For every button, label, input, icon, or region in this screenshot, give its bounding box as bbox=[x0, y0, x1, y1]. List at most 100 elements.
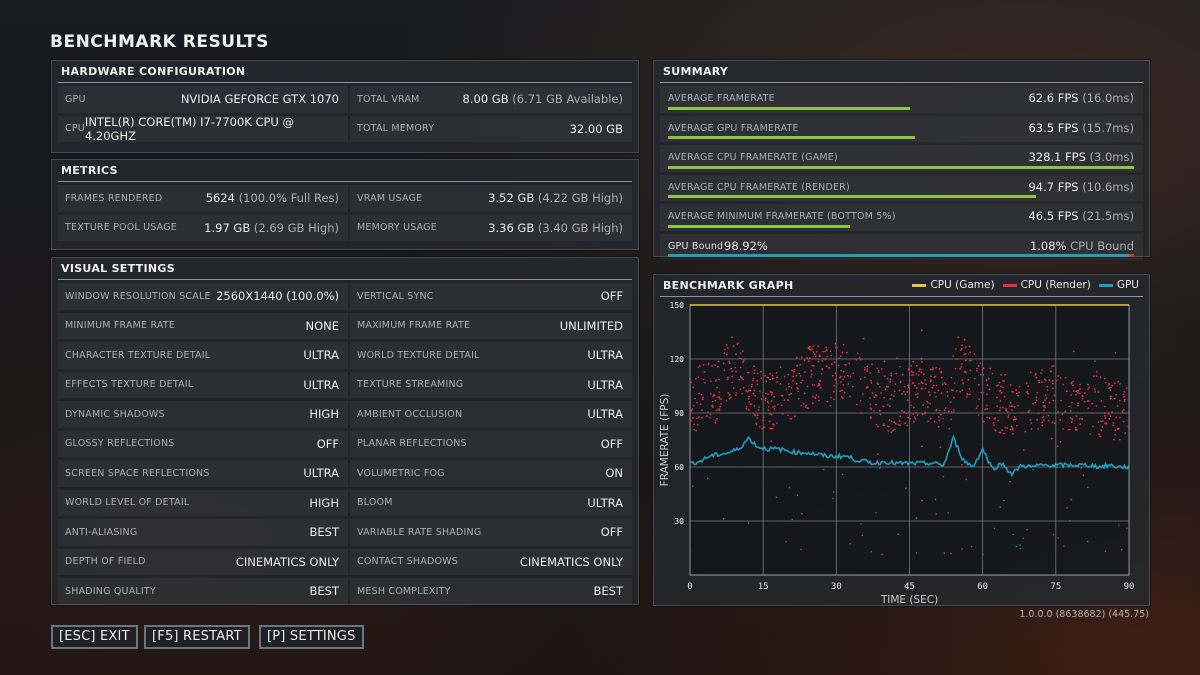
cpu-render-point bbox=[843, 375, 846, 378]
setting-value: BEST bbox=[309, 584, 339, 599]
cpu-render-point bbox=[1038, 379, 1040, 382]
cpu-render-point bbox=[752, 379, 754, 382]
cpu-render-point bbox=[714, 399, 717, 402]
cpu-render-point bbox=[1040, 372, 1042, 375]
cpu-render-point bbox=[835, 347, 838, 349]
cpu-render-point bbox=[1049, 370, 1052, 373]
cpu-render-point bbox=[1127, 425, 1130, 428]
total-vram-available: (6.71 GB Available) bbox=[512, 92, 623, 107]
cpu-render-point bbox=[870, 379, 872, 382]
cpu-render-point bbox=[927, 391, 930, 394]
setting-cell: BLOOM ULTRA bbox=[350, 489, 632, 516]
cpu-render-point bbox=[1123, 390, 1125, 393]
cpu-render-point bbox=[931, 386, 934, 389]
y-tick-label: 90 bbox=[674, 409, 684, 418]
setting-cell: VERTICAL SYNC OFF bbox=[350, 283, 632, 310]
metrics-row: TEXTURE POOL USAGE 1.97 GB (2.69 GB High)… bbox=[58, 214, 632, 241]
gpu-point bbox=[1032, 468, 1034, 471]
gpu-point bbox=[691, 485, 694, 487]
cpu-render-point bbox=[805, 406, 807, 408]
summary-value: 328.1 FPS bbox=[1028, 150, 1086, 164]
cpu-render-point bbox=[996, 405, 999, 407]
cpu-render-point bbox=[993, 424, 995, 427]
cpu-render-point bbox=[842, 343, 845, 346]
cpu-render-point bbox=[975, 407, 978, 410]
cpu-render-point bbox=[820, 386, 822, 389]
y-tick-label: 30 bbox=[674, 517, 684, 526]
cpu-render-point bbox=[1067, 428, 1070, 431]
cpu-render-point bbox=[855, 358, 858, 361]
cpu-render-point bbox=[1116, 405, 1119, 407]
cpu-render-point bbox=[1006, 427, 1008, 429]
gpu-point bbox=[915, 552, 918, 554]
cpu-render-point bbox=[751, 383, 753, 386]
cpu-render-point bbox=[1053, 422, 1056, 425]
cpu-render-point bbox=[767, 393, 769, 395]
gpu-point bbox=[982, 553, 984, 556]
cpu-render-point bbox=[1113, 438, 1115, 441]
cpu-render-point bbox=[905, 412, 908, 414]
gpu-point bbox=[775, 496, 778, 498]
settings-button[interactable]: [P] SETTINGS bbox=[259, 625, 364, 649]
cpu-render-point bbox=[696, 423, 699, 426]
cpu-render-point bbox=[1035, 376, 1038, 379]
gpu-point bbox=[1118, 524, 1120, 526]
cpu-render-point bbox=[1012, 433, 1014, 435]
cpu-render-point bbox=[753, 369, 756, 372]
cpu-render-point bbox=[1041, 369, 1043, 372]
cpu-render-point bbox=[880, 368, 883, 370]
cpu-render-point bbox=[968, 393, 971, 396]
cpu-render-point bbox=[1016, 424, 1018, 427]
cpu-render-point bbox=[1042, 415, 1045, 418]
cpu-render-point bbox=[988, 388, 991, 391]
cpu-render-point bbox=[835, 382, 838, 385]
setting-value: CINEMATICS ONLY bbox=[235, 554, 339, 569]
cpu-render-point bbox=[726, 378, 729, 381]
cpu-render-point bbox=[856, 403, 858, 406]
cpu-render-point bbox=[813, 353, 816, 356]
gpu-point bbox=[788, 486, 791, 489]
cpu-render-point bbox=[849, 375, 852, 378]
cpu-render-point bbox=[742, 378, 744, 381]
setting-label: VOLUMETRIC FOG bbox=[357, 467, 445, 479]
cpu-render-point bbox=[821, 368, 824, 371]
setting-value: ULTRA bbox=[587, 348, 623, 363]
cpu-render-point bbox=[1099, 376, 1102, 379]
cpu-render-point bbox=[1002, 386, 1004, 389]
cpu-render-point bbox=[924, 412, 926, 415]
cpu-render-point bbox=[963, 338, 966, 341]
setting-cell: PLANAR REFLECTIONS OFF bbox=[350, 430, 632, 457]
exit-button[interactable]: [ESC] EXIT bbox=[51, 625, 138, 649]
cpu-render-point bbox=[1061, 413, 1064, 416]
cpu-render-point bbox=[934, 391, 936, 394]
cpu-render-point bbox=[913, 384, 916, 387]
cpu-render-point bbox=[723, 352, 726, 355]
cpu-render-point bbox=[724, 348, 726, 351]
cpu-render-point bbox=[752, 377, 755, 380]
cpu-render-point bbox=[915, 393, 917, 396]
cpu-render-point bbox=[1070, 382, 1073, 385]
setting-label: ANTI-ALIASING bbox=[65, 526, 138, 538]
setting-value: ULTRA bbox=[587, 407, 623, 422]
cpu-render-point bbox=[903, 390, 905, 393]
cpu-render-point bbox=[986, 384, 989, 386]
cpu-render-point bbox=[1051, 387, 1054, 390]
cpu-render-point bbox=[950, 411, 953, 413]
cpu-render-point bbox=[959, 367, 961, 370]
cpu-render-point bbox=[999, 409, 1001, 412]
cpu-render-point bbox=[1083, 400, 1086, 403]
cpu-render-point bbox=[776, 422, 778, 425]
cpu-render-point bbox=[973, 377, 976, 380]
cpu-render-point bbox=[907, 368, 910, 370]
restart-button[interactable]: [F5] RESTART bbox=[144, 625, 250, 649]
cpu-render-point bbox=[1035, 372, 1037, 375]
setting-value: ON bbox=[605, 466, 623, 481]
cpu-render-point bbox=[1114, 433, 1116, 436]
hardware-row: GPU NVIDIA GEFORCE GTX 1070 TOTAL VRAM 8.0… bbox=[58, 86, 632, 113]
page-title: BENCHMARK RESULTS bbox=[50, 32, 269, 52]
cpu-render-point bbox=[780, 404, 783, 407]
cpu-render-point bbox=[1108, 382, 1110, 385]
cpu-render-point bbox=[1103, 377, 1106, 380]
cpu-render-point bbox=[985, 408, 987, 410]
setting-label: BLOOM bbox=[357, 497, 393, 509]
